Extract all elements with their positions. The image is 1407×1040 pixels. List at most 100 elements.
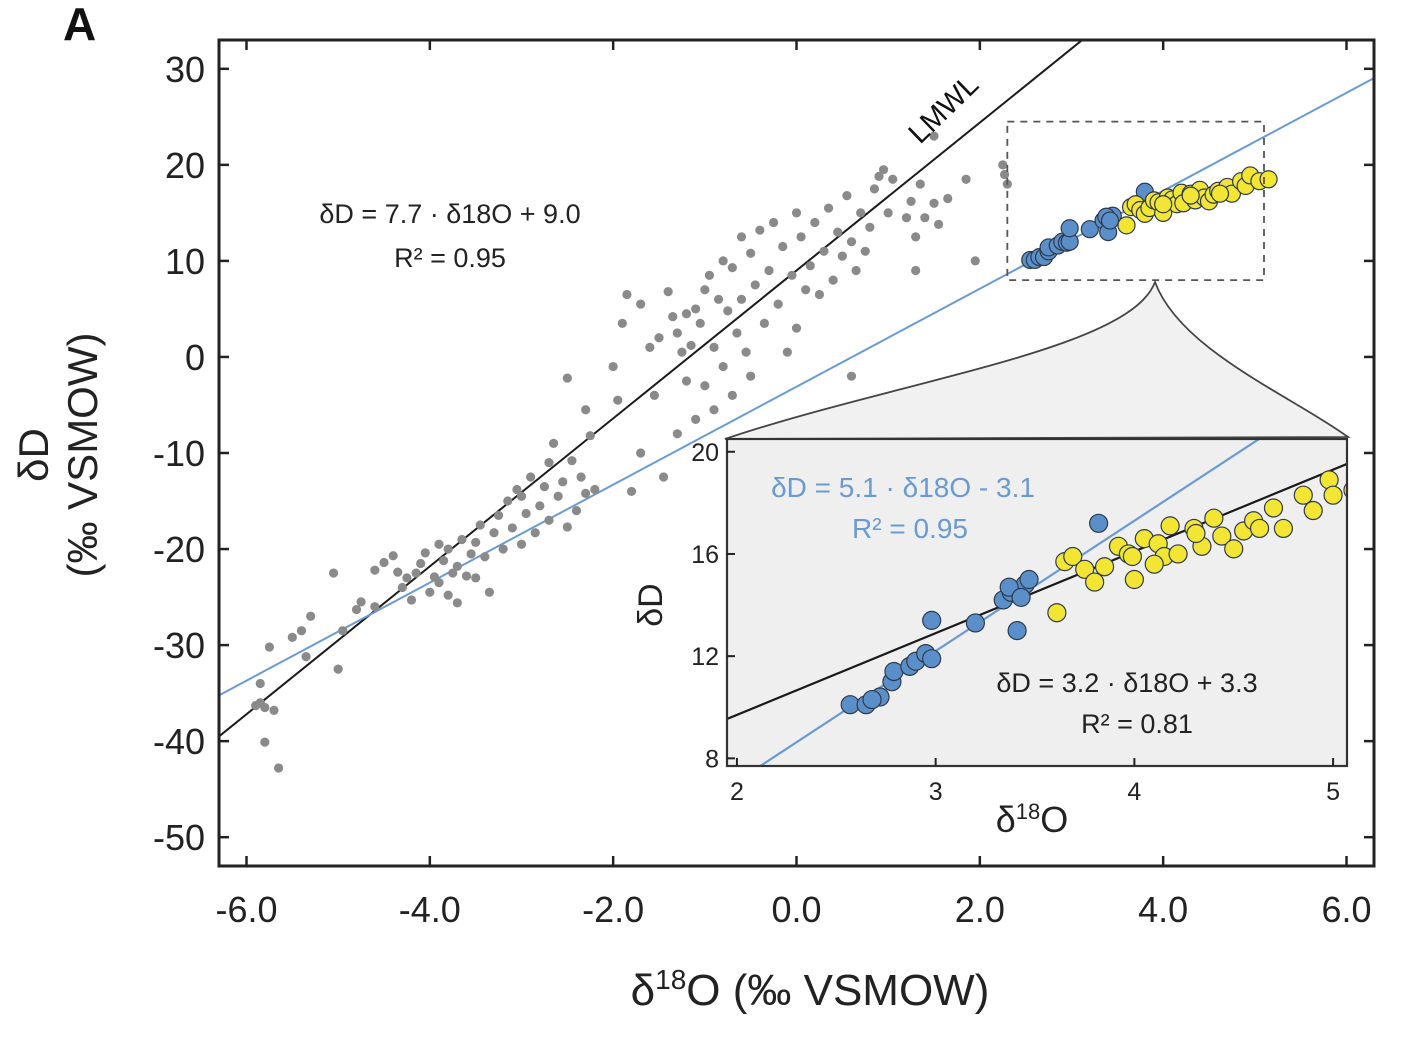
- main-point-precipitation-60: [544, 515, 554, 525]
- main-y-axis-label-line1: δD: [10, 428, 57, 482]
- main-point-precipitation-31: [434, 578, 444, 588]
- main-point-precipitation-93: [691, 414, 701, 424]
- main-point-precipitation-62: [553, 491, 563, 501]
- panel-label: A: [63, 0, 96, 50]
- inset-point-yellow-samples-12: [1160, 516, 1180, 536]
- main-point-precipitation-59: [544, 458, 554, 468]
- main-fit-line-1: [219, 77, 1374, 697]
- main-point-precipitation-137: [856, 208, 866, 218]
- main-point-precipitation-44: [480, 552, 490, 562]
- main-point-precipitation-14: [328, 568, 339, 578]
- main-point-precipitation-77: [626, 486, 637, 497]
- main-point-precipitation-84: [663, 287, 673, 297]
- inset-point-yellow-samples-16: [1204, 508, 1224, 528]
- main-point-precipitation-153: [961, 174, 971, 184]
- main-point-precipitation-129: [823, 203, 834, 213]
- main-point-precipitation-90: [681, 376, 692, 386]
- main-point-precipitation-71: [585, 431, 595, 441]
- main-point-precipitation-15: [351, 604, 362, 615]
- main-point-precipitation-3: [255, 678, 265, 689]
- main-y-tick-label-7: -40: [153, 721, 205, 762]
- main-point-precipitation-69: [581, 488, 591, 498]
- main-point-precipitation-37: [452, 598, 462, 608]
- inset-x-tick-label-2: 4: [1127, 778, 1141, 806]
- main-point-precipitation-7: [255, 698, 265, 708]
- main-point-precipitation-73: [608, 361, 618, 372]
- main-point-precipitation-25: [411, 568, 421, 578]
- main-point-precipitation-36: [452, 561, 462, 571]
- main-point-precipitation-83: [658, 472, 669, 482]
- inset-point-yellow-samples-0: [1047, 603, 1067, 623]
- main-point-precipitation-21: [393, 567, 403, 577]
- main-point-precipitation-27: [420, 548, 430, 558]
- main-point-precipitation-102: [718, 361, 728, 372]
- main-point-precipitation-51: [512, 484, 522, 495]
- main-point-precipitation-17: [370, 602, 380, 612]
- main-point-precipitation-48: [498, 544, 508, 554]
- main-point-precipitation-101: [718, 256, 728, 266]
- main-y-tick-label-0: 30: [165, 49, 205, 90]
- main-point-precipitation-57: [535, 501, 545, 511]
- main-point-precipitation-105: [727, 390, 737, 400]
- main-point-precipitation-11: [301, 652, 311, 662]
- main-point-precipitation-96: [700, 381, 710, 391]
- inset-data-points: [840, 470, 1347, 715]
- main-point-precipitation-8: [296, 626, 307, 636]
- main-point-precipitation-148: [915, 179, 925, 189]
- inset-point-yellow-samples-21: [1263, 498, 1284, 518]
- main-point-precipitation-78: [636, 448, 646, 458]
- main-x-tick-label-6: 6.0: [1321, 889, 1371, 930]
- main-point-precipitation-22: [397, 582, 407, 593]
- main-point-precipitation-16: [356, 597, 366, 607]
- main-point-yellow-samples-0: [1117, 216, 1136, 235]
- main-fit-line-0: [219, 40, 1084, 738]
- inset-point-yellow-samples-5: [1094, 557, 1115, 577]
- main-point-precipitation-43: [475, 520, 485, 530]
- main-y-tick-label-6: -30: [153, 625, 205, 666]
- inset-point-blue-samples-11: [922, 610, 942, 630]
- main-point-precipitation-12: [333, 664, 343, 674]
- main-x-tick-label-2: -2.0: [582, 889, 644, 930]
- main-point-precipitation-85: [668, 312, 678, 322]
- main-point-precipitation-143: [883, 208, 893, 218]
- main-point-precipitation-107: [736, 232, 747, 242]
- main-point-precipitation-147: [911, 232, 921, 242]
- main-point-precipitation-146: [906, 196, 916, 206]
- main-point-precipitation-130: [828, 275, 838, 285]
- main-fit-lines: [219, 40, 1374, 738]
- main-point-precipitation-34: [443, 590, 453, 600]
- zoom-callout: [724, 279, 1351, 440]
- main-point-precipitation-42: [471, 573, 481, 583]
- inset-y-tick-label-3: 8: [705, 745, 719, 773]
- main-point-precipitation-95: [700, 285, 710, 295]
- main-x-axis: -6.0 -4.0 -2.0 0.0 2.0 4.0 6.0: [215, 40, 1372, 930]
- inset-point-yellow-samples-18: [1224, 539, 1244, 559]
- main-point-precipitation-128: [819, 246, 829, 256]
- main-point-precipitation-76: [622, 289, 632, 300]
- main-data-points: [251, 131, 1278, 773]
- main-point-precipitation-47: [493, 510, 504, 521]
- main-point-precipitation-140: [869, 184, 880, 194]
- main-point-precipitation-120: [787, 270, 797, 280]
- main-point-precipitation-81: [649, 390, 660, 400]
- main-y-axis: 30 20 10 0 -10 -20 -30 -40 -50: [153, 49, 1374, 858]
- main-point-precipitation-40: [466, 549, 476, 559]
- main-x-tick-label-5: 4.0: [1138, 889, 1188, 930]
- inset-y-tick-label-0: 20: [691, 439, 719, 467]
- main-point-blue-samples-10: [1080, 220, 1099, 239]
- main-point-precipitation-67: [571, 506, 582, 516]
- main-point-precipitation-64: [562, 373, 572, 383]
- main-point-precipitation-141: [874, 171, 884, 181]
- inset-point-yellow-samples-17: [1212, 526, 1232, 546]
- main-point-blue-samples-18: [1100, 211, 1120, 230]
- main-point-precipitation-121: [791, 208, 802, 218]
- inset-point-yellow-samples-22: [1273, 518, 1294, 539]
- main-point-precipitation-87: [672, 429, 682, 439]
- inset-y-tick-label-2: 12: [691, 643, 719, 671]
- main-point-precipitation-119: [782, 347, 792, 357]
- main-point-precipitation-68: [576, 472, 586, 482]
- main-point-precipitation-23: [402, 573, 412, 583]
- main-point-precipitation-49: [503, 496, 513, 506]
- main-point-precipitation-124: [801, 285, 811, 295]
